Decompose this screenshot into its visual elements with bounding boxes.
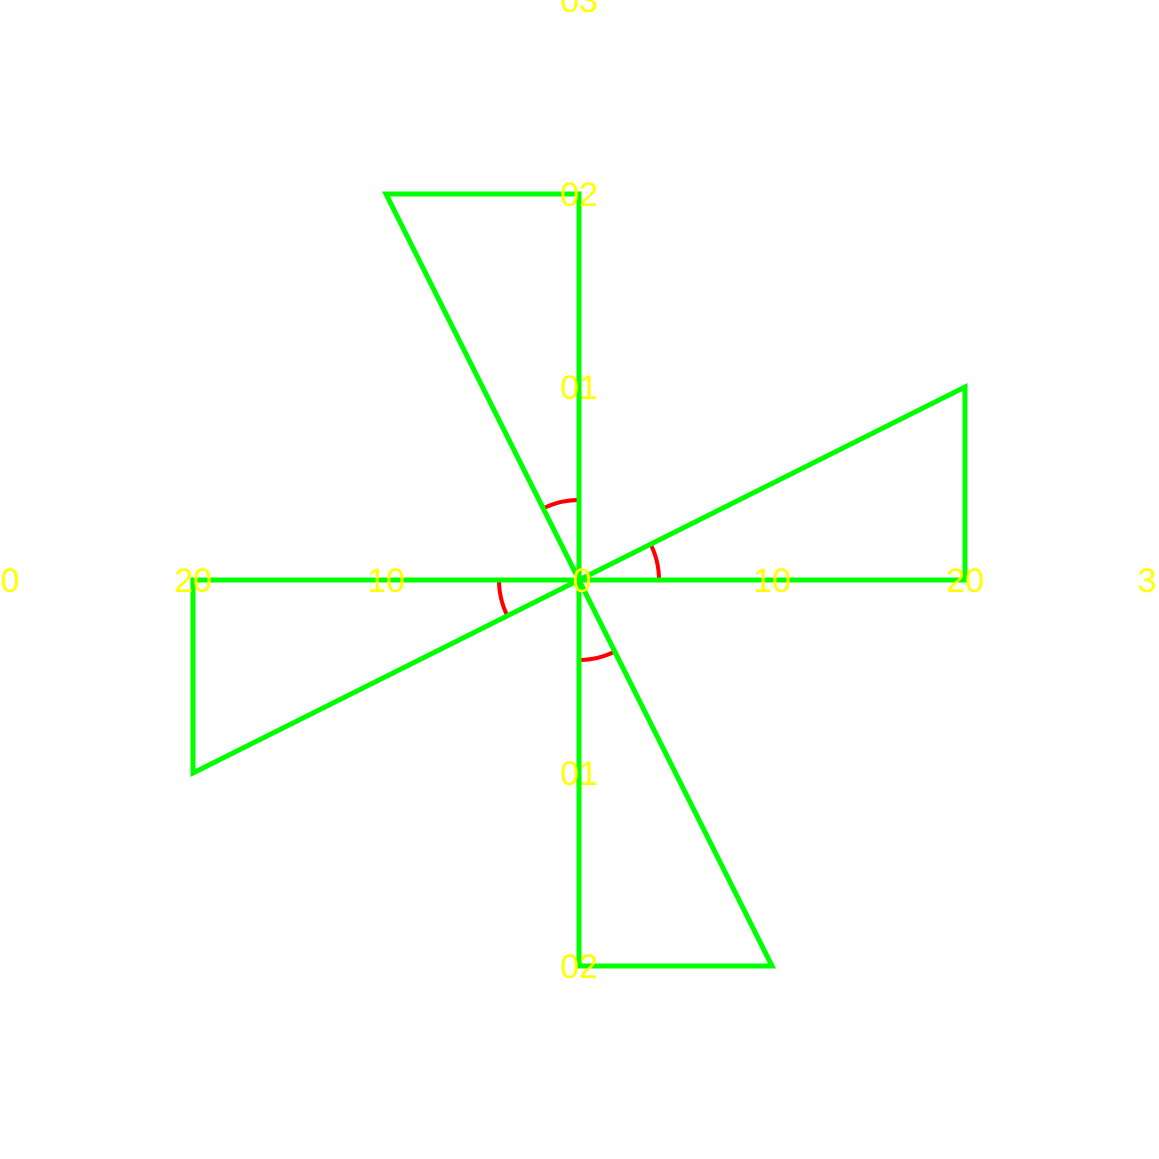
tick-label-x-plus-20: 20: [946, 562, 984, 600]
tick-label-x-left-edge: 0: [1, 562, 20, 600]
triangle-right: [577, 382, 968, 583]
triangle-lower: [576, 578, 777, 969]
tick-label-y-minus-10: 01: [560, 755, 598, 793]
triangle-left: [190, 577, 581, 778]
tick-label-x-minus-20: 20: [174, 562, 212, 600]
tick-label-y-plus-20: 02: [560, 176, 598, 214]
tick-label-x-right-edge: 3: [1138, 562, 1157, 600]
tick-label-y-top-edge: 03: [560, 0, 598, 20]
triangle-upper: [381, 191, 582, 582]
triangles: [190, 191, 968, 969]
tick-label-x-minus-10: 10: [367, 562, 405, 600]
tick-label-x-plus-10: 10: [753, 562, 791, 600]
tick-label-y-minus-20: 02: [560, 948, 598, 986]
tick-labels: 0 20 10 0 10 20 3 03 02 01 01 02: [1, 0, 1157, 986]
tick-label-y-plus-10: 01: [560, 369, 598, 407]
tick-label-origin: 0: [573, 562, 592, 600]
